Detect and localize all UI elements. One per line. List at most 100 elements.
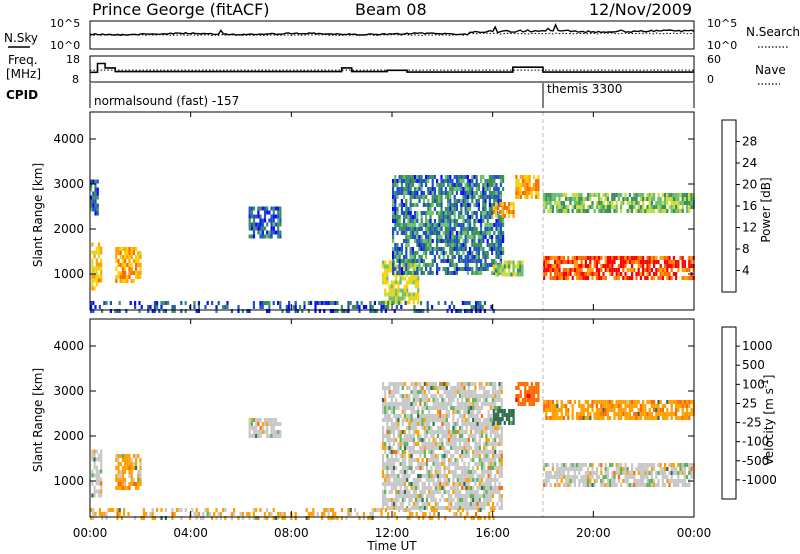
echo-cell bbox=[454, 466, 457, 470]
echo-cell bbox=[503, 421, 506, 425]
echo-cell bbox=[410, 434, 413, 438]
echo-cell bbox=[408, 418, 411, 422]
echo-cell bbox=[688, 260, 691, 264]
echo-cell bbox=[464, 267, 467, 271]
echo-cell bbox=[115, 474, 118, 478]
echo-cell bbox=[250, 222, 253, 227]
echo-cell bbox=[475, 309, 478, 313]
echo-cell bbox=[449, 175, 452, 179]
echo-cell bbox=[454, 426, 457, 430]
echo-cell bbox=[434, 414, 437, 418]
echo-cell bbox=[471, 251, 474, 255]
echo-cell bbox=[571, 467, 574, 471]
echo-cell bbox=[591, 205, 594, 209]
echo-cell bbox=[469, 235, 472, 239]
echo-cell bbox=[512, 264, 515, 269]
echo-cell bbox=[476, 442, 479, 446]
echo-cell bbox=[414, 478, 418, 482]
echo-cell bbox=[419, 450, 422, 454]
echo-cell bbox=[591, 201, 594, 205]
echo-cell bbox=[545, 272, 548, 276]
echo-cell bbox=[499, 235, 502, 239]
echo-cell bbox=[386, 446, 389, 450]
echo-cell bbox=[417, 466, 420, 470]
echo-cell bbox=[480, 406, 484, 410]
echo-cell bbox=[425, 398, 429, 402]
echo-cell bbox=[582, 256, 585, 260]
echo-cell bbox=[423, 414, 426, 418]
echo-cell bbox=[429, 271, 432, 275]
echo-cell bbox=[497, 231, 500, 235]
echo-cell bbox=[392, 406, 396, 410]
echo-cell bbox=[281, 309, 284, 313]
echo-cell bbox=[473, 247, 476, 251]
echo-cell bbox=[417, 296, 420, 301]
y-tick-label: 4000 bbox=[53, 339, 84, 353]
echo-cell bbox=[314, 305, 317, 309]
echo-cell bbox=[486, 195, 489, 199]
freq-label: Freq. bbox=[8, 53, 38, 67]
echo-cell bbox=[329, 309, 332, 313]
echo-cell bbox=[425, 434, 429, 438]
echo-cell bbox=[410, 450, 413, 454]
echo-cell bbox=[471, 195, 474, 199]
echo-cell bbox=[567, 400, 570, 404]
echo-cell bbox=[483, 430, 486, 434]
echo-cell bbox=[443, 498, 446, 502]
echo-cell bbox=[98, 508, 101, 512]
echo-cell bbox=[134, 301, 137, 305]
echo-cell bbox=[441, 398, 444, 402]
echo-cell bbox=[447, 267, 450, 271]
echo-cell bbox=[92, 203, 95, 208]
echo-cell bbox=[472, 382, 475, 386]
echo-cell bbox=[474, 450, 477, 454]
echo-cell bbox=[642, 463, 645, 467]
echo-cell bbox=[558, 260, 561, 264]
echo-cell bbox=[392, 271, 395, 275]
echo-cell bbox=[478, 410, 481, 414]
echo-cell bbox=[474, 422, 477, 426]
echo-cell bbox=[526, 390, 529, 394]
echo-cell bbox=[598, 205, 601, 209]
echo-cell bbox=[461, 398, 464, 402]
echo-cell bbox=[478, 386, 481, 390]
echo-cell bbox=[101, 516, 104, 520]
echo-cell bbox=[547, 260, 550, 264]
echo-cell bbox=[681, 463, 684, 467]
echo-cell bbox=[279, 214, 282, 219]
echo-cell bbox=[476, 490, 479, 494]
echo-cell bbox=[633, 268, 636, 272]
echo-cell bbox=[398, 301, 401, 305]
echo-cell bbox=[495, 191, 498, 195]
echo-cell bbox=[396, 195, 399, 199]
echo-cell bbox=[403, 211, 406, 215]
echo-cell bbox=[409, 187, 412, 191]
colorbar-tick-label: 4 bbox=[742, 264, 750, 278]
echo-cell bbox=[475, 251, 478, 255]
echo-cell bbox=[388, 268, 391, 273]
echo-cell bbox=[219, 512, 222, 516]
echo-cell bbox=[677, 205, 680, 209]
echo-cell bbox=[467, 482, 470, 486]
echo-cell bbox=[587, 471, 590, 475]
echo-cell bbox=[530, 398, 533, 402]
echo-cell bbox=[447, 430, 451, 434]
echo-cell bbox=[620, 404, 623, 408]
echo-cell bbox=[489, 382, 492, 386]
echo-cell bbox=[149, 512, 152, 516]
echo-cell bbox=[637, 463, 640, 467]
echo-cell bbox=[569, 467, 572, 471]
echo-cell bbox=[259, 434, 262, 438]
echo-cell bbox=[401, 482, 404, 486]
echo-cell bbox=[545, 416, 548, 420]
echo-cell bbox=[499, 202, 502, 206]
nave-right-tick-high: 60 bbox=[707, 53, 721, 66]
echo-cell bbox=[428, 474, 431, 478]
echo-cell bbox=[451, 235, 454, 239]
echo-cell bbox=[584, 272, 587, 276]
echo-cell bbox=[565, 404, 568, 408]
echo-cell bbox=[423, 490, 426, 494]
echo-cell bbox=[215, 305, 218, 309]
echo-cell bbox=[408, 300, 411, 305]
echo-cell bbox=[551, 268, 554, 272]
